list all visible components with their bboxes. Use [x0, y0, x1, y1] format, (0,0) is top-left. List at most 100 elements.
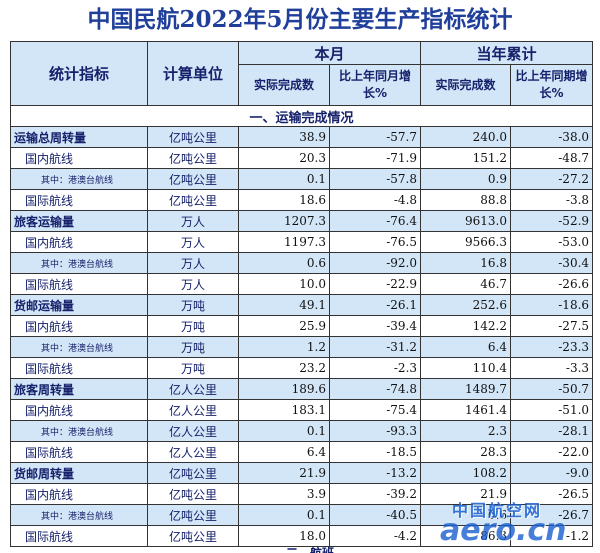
table-row: 其中：港澳台航线 万吨 1.2 -31.2 6.4 -23.3: [10, 336, 594, 358]
header-month-actual: 实际完成数: [238, 64, 330, 106]
cell-month-actual: 0.1: [238, 168, 330, 190]
table-row: 国际航线 亿吨公里 18.0 -4.2 86.3 -1.2: [10, 525, 594, 547]
cell-ytd-actual: 88.8: [420, 189, 512, 211]
table-row: 货邮周转量 亿吨公里 21.9 -13.2 108.2 -9.0: [10, 462, 594, 484]
cell-unit: 亿人公里: [147, 378, 239, 400]
cell-unit: 亿吨公里: [147, 483, 239, 505]
table-row: 国内航线 亿人公里 183.1 -75.4 1461.4 -51.0: [10, 399, 594, 421]
table-row: 其中：港澳台航线 万人 0.6 -92.0 16.8 -30.4: [10, 252, 594, 274]
cell-unit: 万人: [147, 231, 239, 253]
cell-month-growth: -40.5: [328, 504, 422, 526]
cell-month-actual: 183.1: [238, 399, 330, 421]
cell-ytd-actual: 21.9: [420, 483, 512, 505]
cell-ytd-growth: -9.0: [510, 462, 594, 484]
cell-month-growth: -93.3: [328, 420, 422, 442]
cell-name: 国际航线: [10, 273, 148, 295]
header-ytd-growth: 比上年同期增长%: [510, 64, 594, 106]
cell-month-actual: 3.9: [238, 483, 330, 505]
table-row: 货邮运输量 万吨 49.1 -26.1 252.6 -18.6: [10, 294, 594, 316]
cell-ytd-growth: -52.9: [510, 210, 594, 232]
cell-month-growth: -4.8: [328, 189, 422, 211]
cell-ytd-growth: -18.6: [510, 294, 594, 316]
cell-name: 国内航线: [10, 315, 148, 337]
cell-ytd-actual: 2.3: [420, 420, 512, 442]
cell-month-growth: -39.2: [328, 483, 422, 505]
cell-unit: 万吨: [147, 315, 239, 337]
cell-month-actual: 0.1: [238, 504, 330, 526]
cell-month-actual: 6.4: [238, 441, 330, 463]
table-row: 国内航线 万吨 25.9 -39.4 142.2 -27.5: [10, 315, 594, 337]
cell-month-actual: 38.9: [238, 126, 330, 148]
cell-unit: 亿人公里: [147, 420, 239, 442]
cell-month-actual: 1197.3: [238, 231, 330, 253]
cell-name: 国际航线: [10, 357, 148, 379]
next-section-fragment: 二、航班: [285, 546, 334, 553]
cell-ytd-actual: 110.4: [420, 357, 512, 379]
cell-ytd-growth: -1.2: [510, 525, 594, 547]
cell-month-growth: -26.1: [328, 294, 422, 316]
page-title: 中国民航2022年5月份主要生产指标统计: [87, 6, 513, 33]
table-row: 国际航线 万吨 23.2 -2.3 110.4 -3.3: [10, 357, 594, 379]
cell-ytd-actual: 1461.4: [420, 399, 512, 421]
cell-ytd-growth: -50.7: [510, 378, 594, 400]
cell-name: 其中：港澳台航线: [10, 252, 148, 274]
cell-month-actual: 189.6: [238, 378, 330, 400]
cell-month-growth: -75.4: [328, 399, 422, 421]
cell-month-actual: 18.6: [238, 189, 330, 211]
cell-ytd-actual: 142.2: [420, 315, 512, 337]
cell-month-growth: -76.5: [328, 231, 422, 253]
cell-ytd-actual: 46.7: [420, 273, 512, 295]
cell-unit: 万人: [147, 273, 239, 295]
cell-month-growth: -57.8: [328, 168, 422, 190]
cell-name: 国际航线: [10, 525, 148, 547]
cell-name: 国内航线: [10, 231, 148, 253]
cell-unit: 万吨: [147, 357, 239, 379]
cell-month-actual: 49.1: [238, 294, 330, 316]
cell-month-growth: -22.9: [328, 273, 422, 295]
cell-month-growth: -18.5: [328, 441, 422, 463]
table-row: 国内航线 亿吨公里 3.9 -39.2 21.9 -26.5: [10, 483, 594, 505]
cell-month-growth: -71.9: [328, 147, 422, 169]
cell-month-growth: -4.2: [328, 525, 422, 547]
header-unit: 计算单位: [147, 41, 239, 106]
cell-name: 其中：港澳台航线: [10, 420, 148, 442]
cell-ytd-growth: -26.6: [510, 273, 594, 295]
cell-month-actual: 1.2: [238, 336, 330, 358]
cell-ytd-actual: 0.9: [420, 168, 512, 190]
cell-ytd-actual: 252.6: [420, 294, 512, 316]
cell-unit: 万吨: [147, 336, 239, 358]
cell-month-growth: -74.8: [328, 378, 422, 400]
cell-ytd-growth: -51.0: [510, 399, 594, 421]
cell-unit: 亿吨公里: [147, 147, 239, 169]
cell-ytd-growth: -28.1: [510, 420, 594, 442]
cell-unit: 亿吨公里: [147, 168, 239, 190]
cell-month-growth: -31.2: [328, 336, 422, 358]
cell-name: 运输总周转量: [10, 126, 148, 148]
cell-unit: 亿人公里: [147, 399, 239, 421]
cell-ytd-actual: 151.2: [420, 147, 512, 169]
cell-month-actual: 21.9: [238, 462, 330, 484]
cell-ytd-actual: 9613.0: [420, 210, 512, 232]
cell-name: 货邮运输量: [10, 294, 148, 316]
cell-month-actual: 25.9: [238, 315, 330, 337]
table-row: 国内航线 万人 1197.3 -76.5 9566.3 -53.0: [10, 231, 594, 253]
cell-unit: 亿吨公里: [147, 189, 239, 211]
cell-name: 货邮周转量: [10, 462, 148, 484]
cell-ytd-growth: -27.5: [510, 315, 594, 337]
cell-ytd-growth: -48.7: [510, 147, 594, 169]
cell-unit: 万吨: [147, 294, 239, 316]
cell-ytd-growth: -30.4: [510, 252, 594, 274]
cell-month-growth: -92.0: [328, 252, 422, 274]
cell-unit: 亿吨公里: [147, 462, 239, 484]
cell-name: 国内航线: [10, 147, 148, 169]
table-row: 国际航线 亿吨公里 18.6 -4.8 88.8 -3.8: [10, 189, 594, 211]
table-row: 其中：港澳台航线 亿吨公里 0.1 -57.8 0.9 -27.2: [10, 168, 594, 190]
cell-ytd-actual: 0.6: [420, 504, 512, 526]
cell-ytd-actual: 9566.3: [420, 231, 512, 253]
cell-name: 国内航线: [10, 399, 148, 421]
cell-month-actual: 10.0: [238, 273, 330, 295]
cell-month-actual: 0.6: [238, 252, 330, 274]
cell-month-growth: -76.4: [328, 210, 422, 232]
cell-ytd-actual: 86.3: [420, 525, 512, 547]
cell-ytd-growth: -26.7: [510, 504, 594, 526]
